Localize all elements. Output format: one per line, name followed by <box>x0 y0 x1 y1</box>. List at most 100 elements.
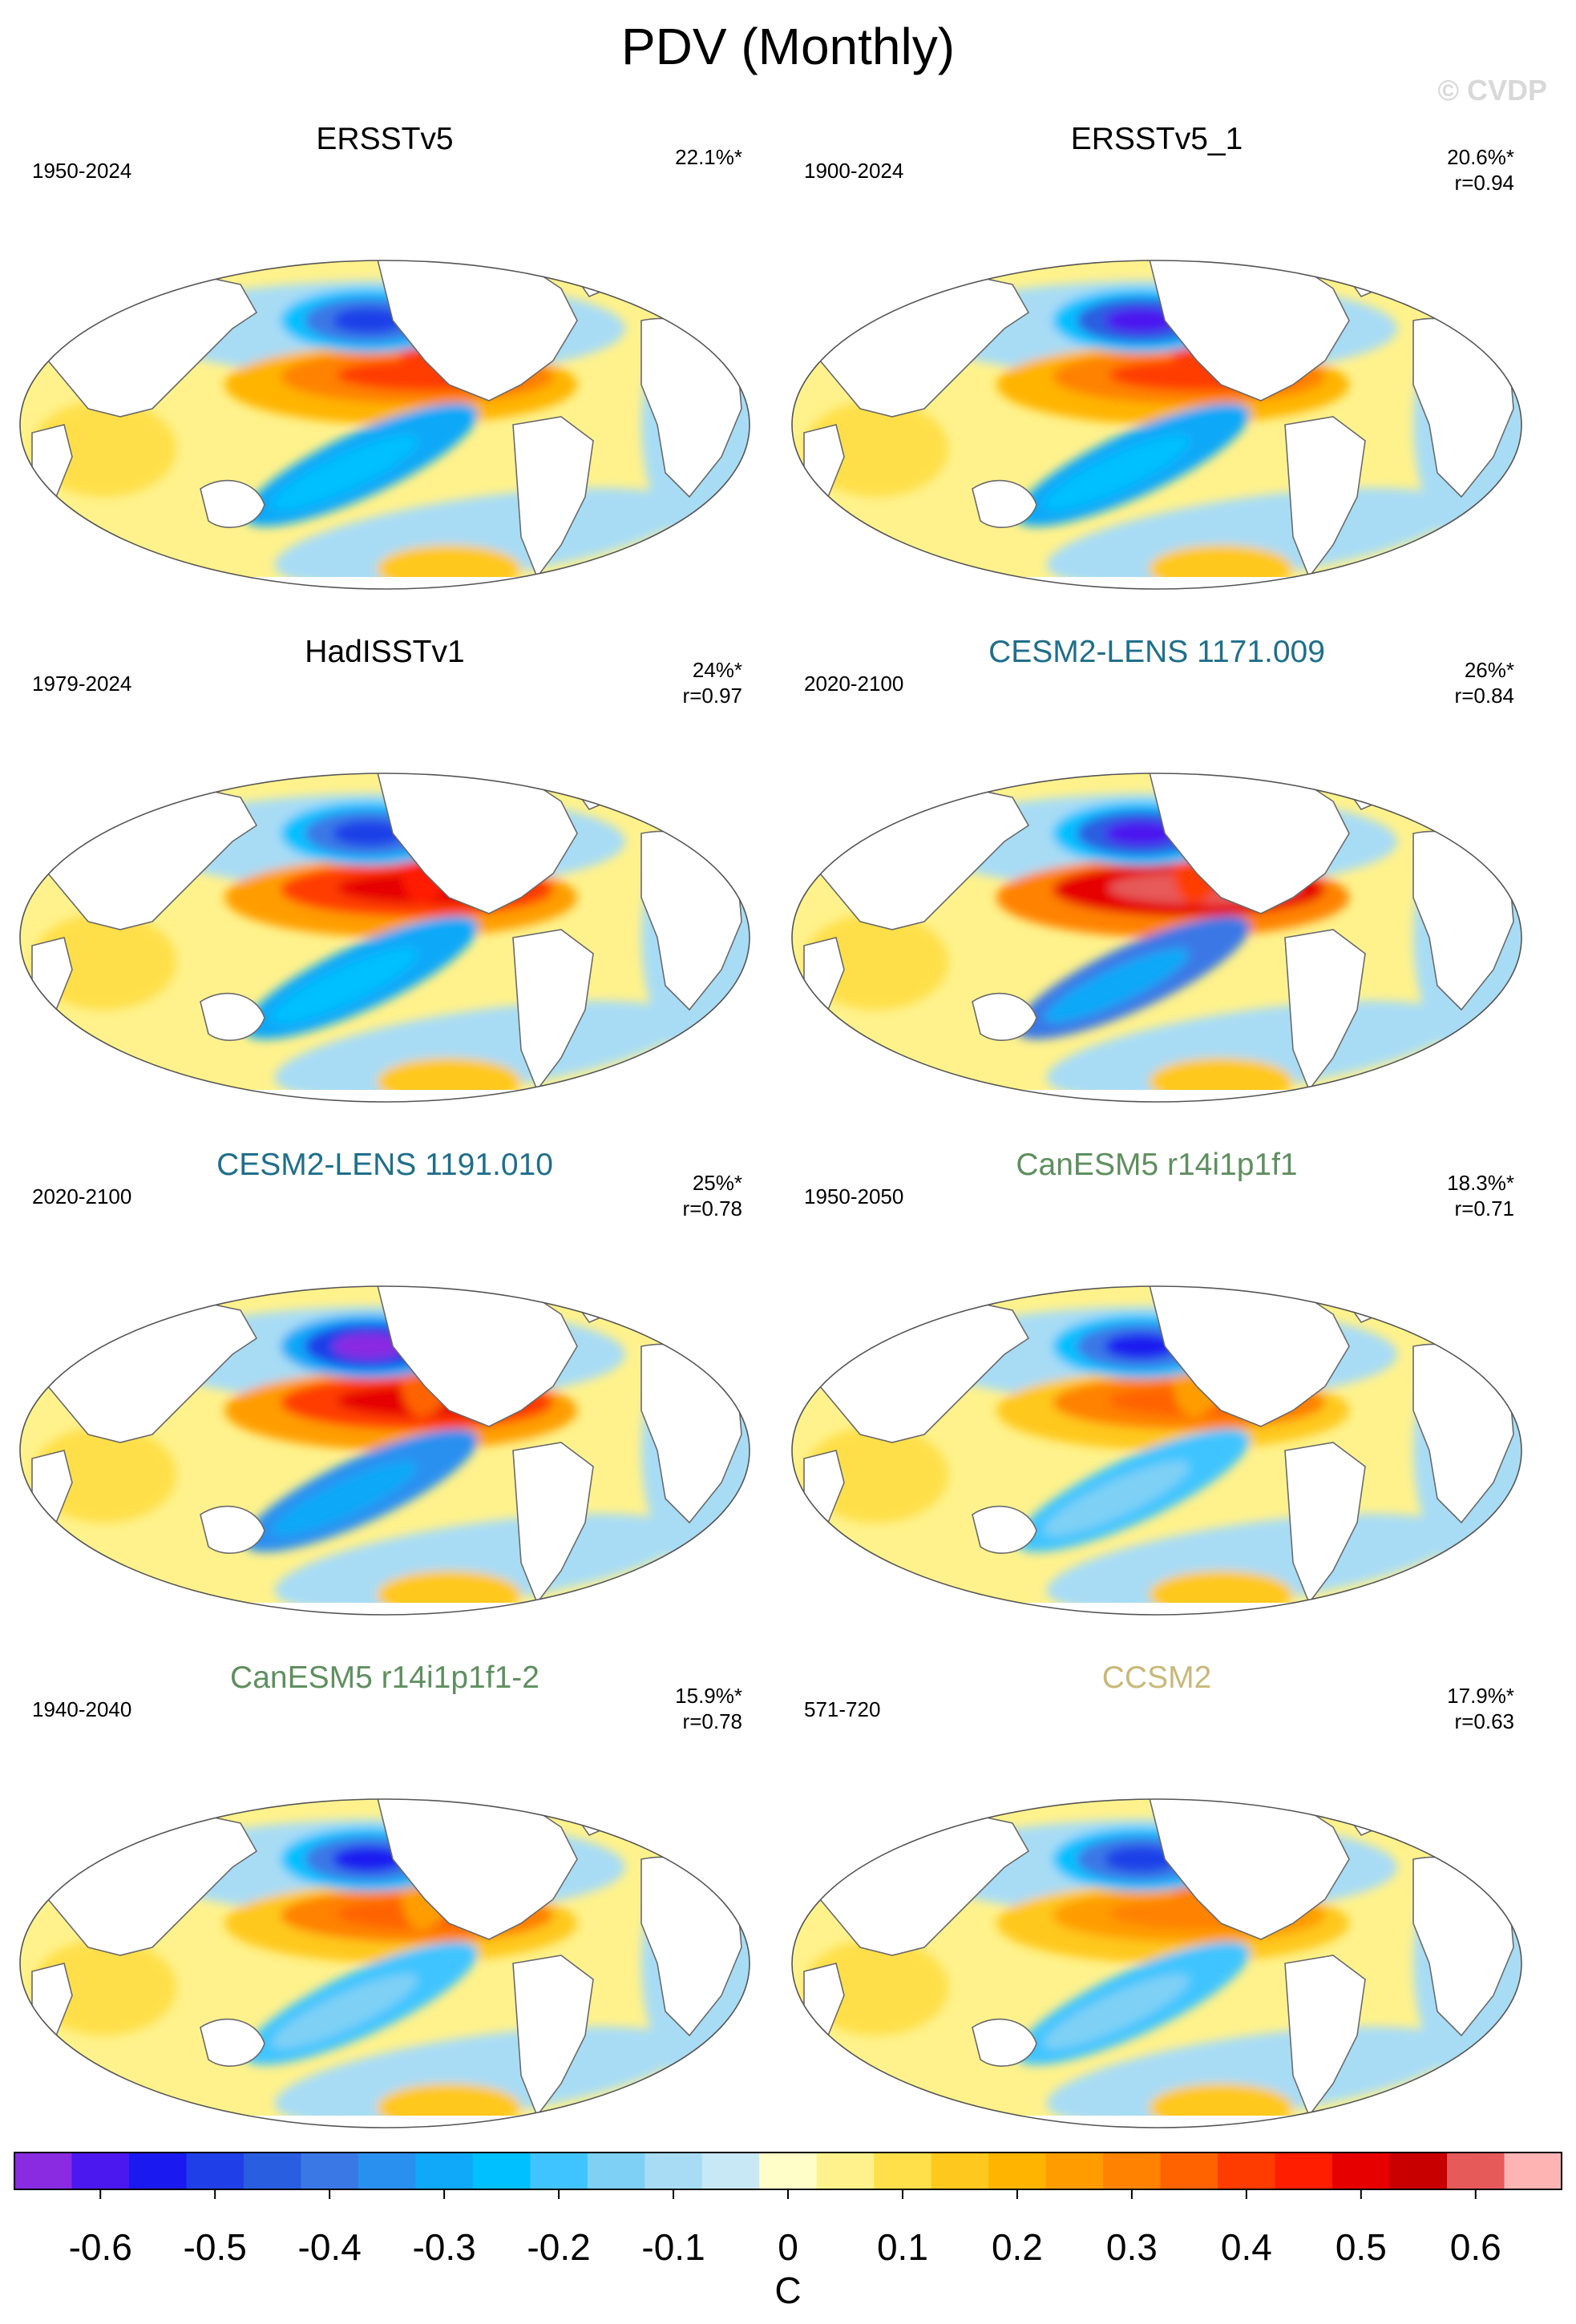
map-frame <box>791 773 1522 1103</box>
field-blob-npo-core <box>1105 308 1177 333</box>
map-panel: ERSSTv5_1 1900-2024 20.6%* r=0.94 <box>772 120 1542 649</box>
map-frame <box>791 1798 1522 2128</box>
panel-correlation: r=0.71 <box>1454 1196 1514 1221</box>
field-blob-npo-core <box>333 1846 405 1872</box>
land-outline <box>1148 1286 1350 1427</box>
panel-stats: 17.9%* r=0.63 <box>1447 1683 1514 1734</box>
map-frame <box>791 1285 1522 1616</box>
map-panel: CESM2-LENS 1191.010 2020-2100 25%* r=0.78 <box>0 1146 770 1675</box>
field-blob-indian <box>32 1426 176 1523</box>
field-blob-south-band <box>274 1000 688 1099</box>
colorbar-swatch <box>243 2153 301 2189</box>
land-outline <box>376 773 578 914</box>
colorbar-swatch <box>701 2153 760 2189</box>
map-field <box>791 1798 1522 2128</box>
map-frame <box>791 260 1522 590</box>
colorbar-swatch <box>587 2153 645 2189</box>
land-outline <box>1148 260 1350 401</box>
map-field <box>791 773 1522 1103</box>
map-panel: CESM2-LENS 1171.009 2020-2100 26%* r=0.84 <box>772 633 1542 1162</box>
map-frame <box>19 260 750 590</box>
panel-period: 2020-2100 <box>32 1184 132 1208</box>
colorbar-tick-label: 0.1 <box>876 2226 928 2268</box>
panel-stats: 26%* r=0.84 <box>1455 657 1514 708</box>
field-blob-indian <box>804 914 948 1010</box>
colorbar-unit: C <box>774 2270 802 2311</box>
colorbar-swatch <box>1504 2153 1562 2189</box>
colorbar-swatch <box>358 2153 416 2189</box>
panel-title: ERSSTv5 <box>316 122 454 156</box>
figure-title: PDV (Monthly) <box>620 18 956 75</box>
field-blob-south-cool-core <box>1043 435 1190 510</box>
land-outline <box>512 416 594 579</box>
colorbar-tick-label: -0.6 <box>68 2226 132 2268</box>
colorbar-tick-label: 0 <box>778 2226 798 2268</box>
panel-stats: 22.1%* <box>675 144 742 170</box>
colorbar-tick-label: -0.1 <box>641 2226 705 2268</box>
colorbar-swatch <box>530 2153 588 2189</box>
panel-period: 1940-2040 <box>32 1697 132 1721</box>
panel-title: CanESM5 r14i1p1f1-2 <box>230 1660 539 1695</box>
field-blob-south-cool-core <box>271 948 418 1023</box>
land-outline <box>1284 929 1366 1091</box>
field-blob-south-band <box>1046 1000 1460 1099</box>
colorbar-swatch <box>1218 2153 1276 2189</box>
field-blob-npo-core <box>1105 821 1177 846</box>
panel-correlation: r=0.94 <box>1454 171 1514 195</box>
land-outline <box>1284 416 1366 579</box>
colorbar-swatch <box>645 2153 703 2189</box>
panel-period: 1950-2024 <box>32 159 132 183</box>
land-outline <box>1284 1442 1366 1604</box>
panel-stats: 24%* r=0.97 <box>683 657 742 708</box>
field-blob-indian <box>32 1939 176 2036</box>
panel-correlation: r=0.97 <box>682 684 742 708</box>
map-field <box>19 260 750 590</box>
map-panel: CanESM5 r14i1p1f1-2 1940-2040 15.9%* r=0.78 <box>0 1659 770 2188</box>
panel-variance: 26%* <box>1464 658 1514 682</box>
colorbar-swatch <box>415 2153 474 2189</box>
colorbar-swatch <box>14 2153 72 2189</box>
map-field <box>791 260 1522 590</box>
field-blob-south-cool-core <box>271 1974 418 2049</box>
panel-stats: 18.3%* r=0.71 <box>1447 1170 1514 1221</box>
colorbar-swatch <box>301 2153 359 2189</box>
colorbar-swatch <box>988 2153 1047 2189</box>
land-outline <box>200 1505 265 1554</box>
field-blob-south-band <box>274 2026 688 2125</box>
land-outline <box>972 479 1037 528</box>
panel-title: ERSSTv5_1 <box>1070 122 1243 156</box>
panel-correlation: r=0.63 <box>1454 1709 1514 1733</box>
colorbar-swatch <box>71 2153 130 2189</box>
panel-stats: 25%* r=0.78 <box>683 1170 742 1221</box>
colorbar-tick-label: 0.4 <box>1220 2226 1272 2268</box>
colorbar-tick-label: -0.2 <box>527 2226 591 2268</box>
field-blob-npo-core <box>1105 1846 1177 1872</box>
field-blob-south-band <box>1046 487 1460 587</box>
colorbar-swatch <box>1332 2153 1391 2189</box>
map-panel: CanESM5 r14i1p1f1 1950-2050 18.3%* r=0.71 <box>772 1146 1542 1675</box>
map-frame <box>19 1798 750 2128</box>
panel-variance: 15.9%* <box>675 1684 742 1708</box>
map-panel: HadISSTv1 1979-2024 24%* r=0.97 <box>0 633 770 1162</box>
field-blob-south-band <box>274 1513 688 1612</box>
map-panel: ERSSTv5 1950-2024 22.1%* <box>0 120 770 649</box>
field-blob-south-cool-core <box>1043 1461 1190 1536</box>
colorbar-tick-label: 0.6 <box>1449 2226 1501 2268</box>
colorbar-swatch <box>128 2153 187 2189</box>
land-outline <box>376 260 578 401</box>
colorbar-swatch <box>472 2153 531 2189</box>
field-blob-south-cool-core <box>1043 1974 1190 2049</box>
panel-period: 1979-2024 <box>32 672 132 696</box>
land-outline <box>200 479 265 528</box>
colorbar-swatch <box>1160 2153 1218 2189</box>
colorbar-swatch <box>874 2153 932 2189</box>
panel-title: CESM2-LENS 1191.010 <box>216 1148 553 1182</box>
panel-variance: 24%* <box>692 658 742 682</box>
panel-period: 1900-2024 <box>804 159 904 183</box>
colorbar-swatch <box>759 2153 818 2189</box>
land-outline <box>512 1442 594 1604</box>
land-outline <box>200 2018 265 2067</box>
colorbar-tick-label: 0.5 <box>1335 2226 1387 2268</box>
field-blob-south-cool-core <box>271 1461 418 1536</box>
